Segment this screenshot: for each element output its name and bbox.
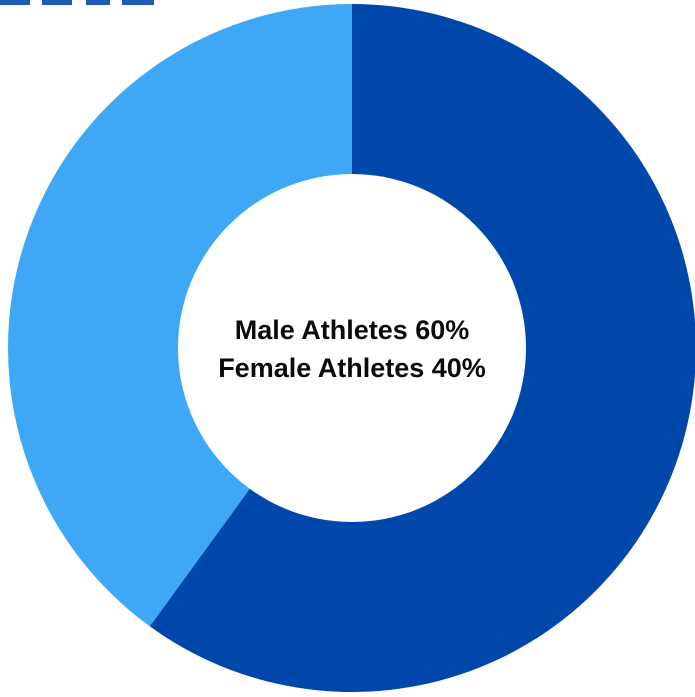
center-label-male: Male Athletes 60% — [235, 315, 470, 345]
donut-hole — [178, 174, 526, 522]
top-cutoff-heading-fragment — [0, 0, 154, 5]
donut-center-labels: Male Athletes 60% Female Athletes 40% — [218, 315, 486, 383]
center-label-female: Female Athletes 40% — [218, 353, 486, 383]
donut-slice-female-athletes — [8, 4, 352, 627]
